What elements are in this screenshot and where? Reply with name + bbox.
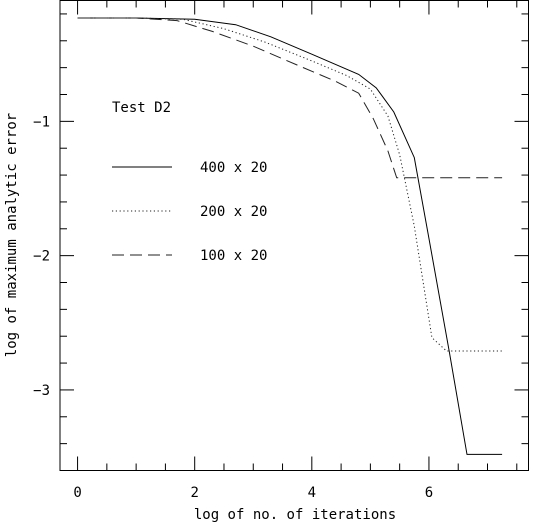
plot-frame <box>59 0 529 471</box>
y-tick-label: −1 <box>33 114 50 130</box>
x-tick-labels: 0 2 4 6 <box>73 485 433 501</box>
y-tick-labels: −1 −2 −3 <box>33 114 50 399</box>
y-tick-label: −2 <box>33 249 50 265</box>
series-lines <box>77 17 503 455</box>
x-tick-label: 2 <box>190 485 198 501</box>
y-axis-label: log of maximum analytic error <box>4 113 20 357</box>
x-tick-label: 4 <box>308 485 316 501</box>
legend: Test D2 400 x 20 200 x 20 100 x 20 <box>112 100 267 264</box>
x-axis-ticks <box>77 0 518 471</box>
x-tick-label: 6 <box>425 485 433 501</box>
legend-label: 200 x 20 <box>200 204 267 220</box>
legend-label: 100 x 20 <box>200 248 267 264</box>
series-line-solid <box>77 17 503 455</box>
series-line-dotted <box>77 17 503 352</box>
legend-label: 400 x 20 <box>200 160 267 176</box>
y-tick-label: −3 <box>33 383 50 399</box>
series-line-dashed <box>77 17 503 179</box>
x-axis-label: log of no. of iterations <box>194 507 396 523</box>
x-tick-label: 0 <box>73 485 81 501</box>
legend-title: Test D2 <box>112 100 171 116</box>
y-axis-ticks <box>60 13 529 471</box>
